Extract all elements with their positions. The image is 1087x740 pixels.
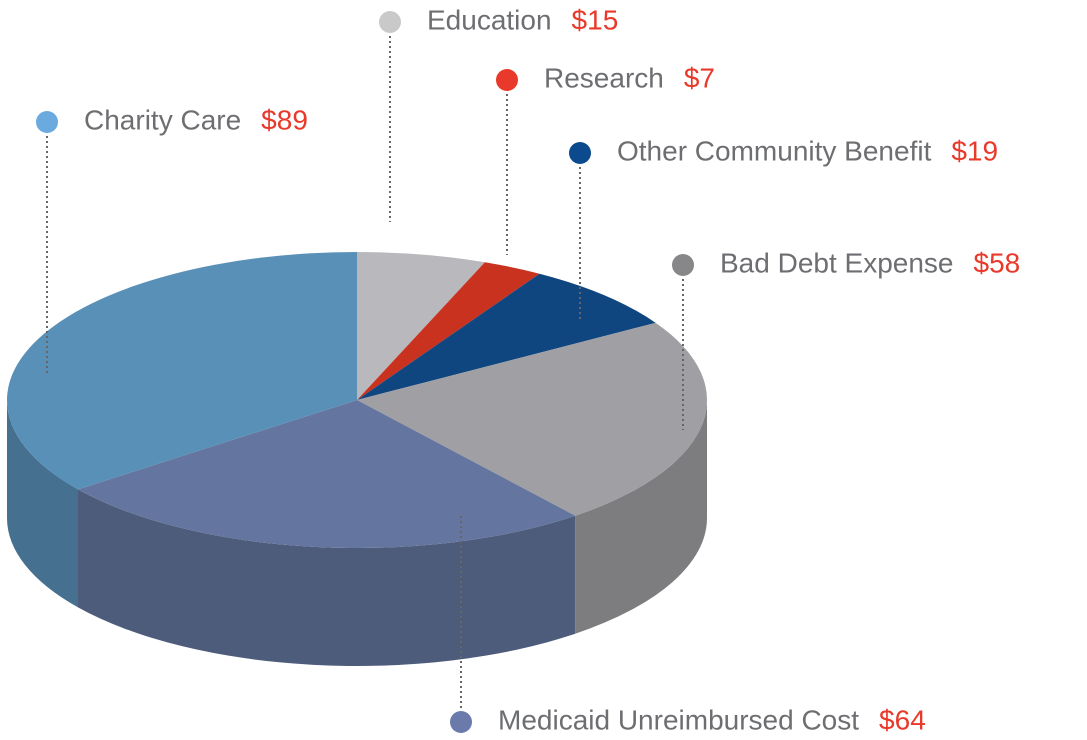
slice-label: Research xyxy=(544,62,664,93)
slice-value-label: $15 xyxy=(572,4,619,35)
slice-label: Other Community Benefit xyxy=(617,135,932,166)
slice-value-label: $19 xyxy=(951,135,998,166)
slice-side xyxy=(6,400,79,608)
slice xyxy=(6,252,357,490)
slice-value-label: $7 xyxy=(684,62,715,93)
slice xyxy=(357,262,540,400)
slice-value-label: $89 xyxy=(261,104,308,135)
slice-label: Bad Debt Expense xyxy=(720,247,954,278)
slice-side xyxy=(575,400,707,634)
legend-marker xyxy=(569,142,591,164)
legend-marker xyxy=(496,69,518,91)
legend-marker xyxy=(379,11,401,33)
slice-side xyxy=(78,489,576,666)
slice-label: Education xyxy=(427,4,552,35)
legend-marker xyxy=(36,111,58,133)
slice xyxy=(357,252,485,400)
slice-value-label: $64 xyxy=(879,704,926,735)
slice-label: Charity Care xyxy=(84,104,241,135)
slice xyxy=(78,400,576,548)
legend-marker xyxy=(672,254,694,276)
slice xyxy=(357,322,707,516)
slice-value-label: $58 xyxy=(974,247,1021,278)
slice-label: Medicaid Unreimbursed Cost xyxy=(498,704,859,735)
legend-marker xyxy=(450,711,472,733)
slice xyxy=(357,273,656,400)
